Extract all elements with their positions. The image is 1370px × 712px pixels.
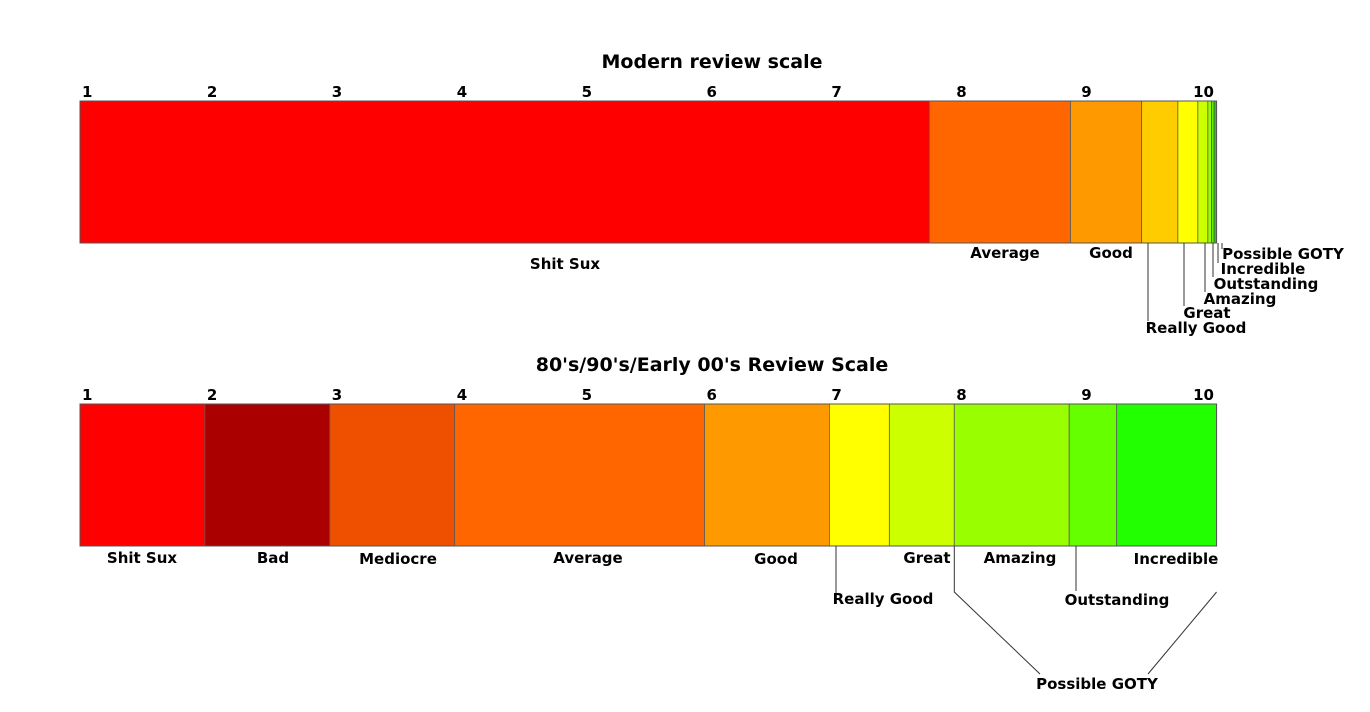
chart2-segment-label: Amazing [984,549,1057,567]
chart2-segment-label: Really Good [833,590,934,608]
chart1-segment-bar [928,100,1071,244]
chart2-segment-bar [454,403,705,547]
chart2-segment-label: Good [754,550,798,568]
chart2-segment-bar [704,403,830,547]
chart1-segment-label: Incredible [1221,260,1306,278]
chart2-segment-label: Shit Sux [107,549,177,567]
chart1-bar-outline [79,100,1218,244]
chart2-bracket-left [953,546,1041,675]
chart2-tick-label: 4 [457,386,467,404]
chart1-tick-label: 1 [82,83,92,101]
chart1-segment-label: Amazing [1204,290,1277,308]
chart1-segment-label: Really Good [1146,319,1247,337]
chart2-bar-outline [79,403,1218,547]
chart2-segment-bar [888,403,955,547]
chart1-segment-bar [1177,100,1199,244]
chart1-segment-label: Possible GOTY [1222,245,1345,263]
chart2-segment-label: Great [903,549,950,567]
chart2-segment-label: Incredible [1134,550,1219,568]
chart2-segment-bar [953,403,1070,547]
chart2-segment-bar [79,403,206,547]
chart2-tick-label: 1 [82,386,92,404]
chart1-tick-label: 6 [707,83,717,101]
chart1-segment-bar [1207,100,1212,244]
chart2-segment-bar [1116,403,1217,547]
chart2-tick-label: 6 [707,386,717,404]
chart1-tick-label: 4 [457,83,467,101]
chart2-segment-label: Outstanding [1065,591,1170,609]
chart1-segment-bar [1197,100,1209,244]
chart2-tick-label: 2 [207,386,217,404]
chart1-tick-label: 7 [831,83,841,101]
chart1-segment-label: Good [1089,244,1133,262]
chart1-segment-bar [1141,100,1179,244]
chart2-bracket-right [1147,591,1217,675]
chart1-tick-label: 5 [582,83,592,101]
chart2-tick-label: 5 [582,386,592,404]
chart2-segment-bar [829,403,890,547]
chart2-segment-label: Average [553,549,622,567]
chart2-segment-label: Mediocre [359,550,437,568]
chart2-segment-bar [329,403,456,547]
chart2-tick-label: 9 [1081,386,1091,404]
chart1-segment-label: Outstanding [1214,275,1319,293]
chart2-tick-label: 7 [831,386,841,404]
chart2-segment-bar [1068,403,1118,547]
chart1-segment-label: Shit Sux [530,255,600,273]
chart1-tick-label: 2 [207,83,217,101]
chart1-segment-label: Great [1183,304,1230,322]
chart1-tick-label: 9 [1081,83,1091,101]
chart1-segment-label: Average [970,244,1039,262]
chart1-segment-bar [1070,100,1143,244]
chart1-title: Modern review scale [602,51,823,73]
chart1-tick-label: 8 [956,83,966,101]
chart2-tick-label: 3 [332,386,342,404]
chart1-tick-label: 10 [1193,83,1214,101]
chart2-segment-label: Bad [257,549,289,567]
chart2-title: 80's/90's/Early 00's Review Scale [536,354,889,376]
chart1-segment-bar [79,100,930,244]
chart2-bracket-label: Possible GOTY [1036,675,1159,693]
chart1-tick-label: 3 [332,83,342,101]
chart2-tick-label: 10 [1193,386,1214,404]
chart2-segment-bar [204,403,331,547]
chart2-tick-label: 8 [956,386,966,404]
